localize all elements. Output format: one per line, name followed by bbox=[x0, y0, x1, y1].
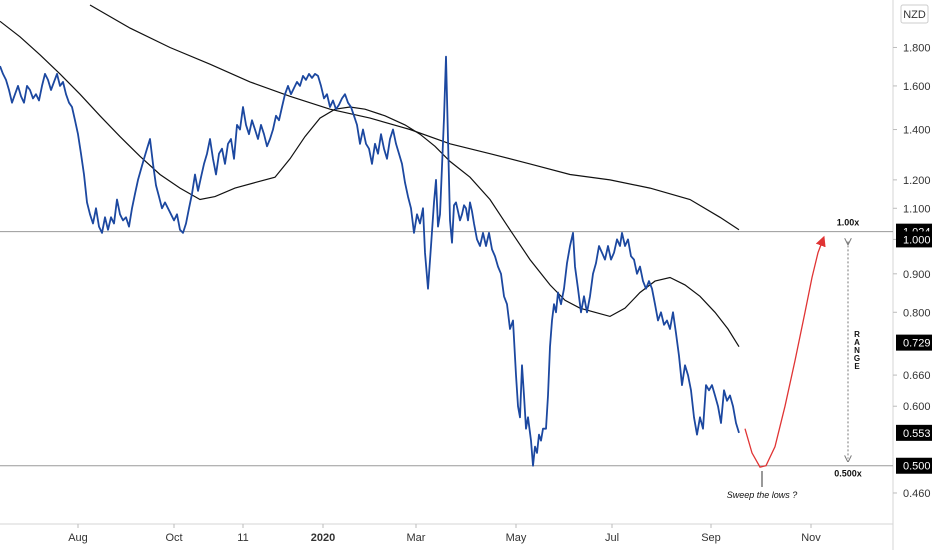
price-badge bbox=[896, 231, 932, 248]
range-letter: R bbox=[854, 330, 860, 339]
x-tick-label: Jul bbox=[605, 532, 619, 544]
x-tick-label: 11 bbox=[237, 532, 248, 544]
range-letter: N bbox=[854, 346, 860, 355]
range-letter: A bbox=[854, 338, 860, 347]
y-tick-label: 0.900 bbox=[903, 269, 931, 281]
x-tick-label: Oct bbox=[165, 532, 182, 544]
price-badge bbox=[896, 424, 932, 441]
level-annotation: 1.00x bbox=[837, 218, 860, 228]
currency-badge[interactable]: NZD bbox=[900, 4, 929, 24]
x-axis-ticks: Aug Oct 11 2020 Mar May Jul Sep Nov bbox=[68, 524, 821, 544]
y-tick-label: 1.100 bbox=[903, 203, 931, 215]
x-tick-label: May bbox=[506, 532, 527, 544]
range-letter: E bbox=[854, 362, 860, 371]
x-tick-label: Sep bbox=[701, 532, 721, 544]
sweep-the-lows-callout: Sweep the lows ? bbox=[727, 490, 798, 500]
y-tick-label: 0.460 bbox=[903, 488, 931, 500]
y-tick-label: 1.800 bbox=[903, 42, 931, 54]
price-badge-label: 0.729 bbox=[903, 338, 931, 350]
y-tick-label: 0.600 bbox=[903, 401, 931, 413]
y-axis-ticks: 1.800 1.600 1.400 1.200 1.100 1.000 0.900 0.800… bbox=[893, 42, 931, 500]
price-badge bbox=[896, 457, 932, 474]
x-tick-label: Mar bbox=[407, 532, 426, 544]
x-tick-label: 2020 bbox=[311, 532, 335, 544]
price-badge-label: 1.000 bbox=[903, 234, 931, 246]
y-tick-label: 1.600 bbox=[903, 81, 931, 93]
slow-moving-average-line bbox=[89, 4, 740, 231]
x-tick-label: Aug bbox=[68, 532, 88, 544]
projection-arrow bbox=[744, 235, 826, 468]
currency-label: NZD bbox=[903, 9, 926, 21]
price-badge-label: 0.553 bbox=[903, 428, 931, 440]
price-badge bbox=[896, 334, 932, 351]
price-line bbox=[0, 55, 740, 467]
price-badge-label: 0.500 bbox=[903, 461, 931, 473]
range-letter: G bbox=[854, 354, 860, 363]
horizontal-levels: 1.00x 0.500x bbox=[0, 218, 893, 479]
y-tick-label: 0.800 bbox=[903, 307, 931, 319]
y-tick-label: 1.400 bbox=[903, 125, 931, 137]
x-tick-label: Nov bbox=[801, 532, 821, 544]
level-annotation: 0.500x bbox=[834, 469, 862, 479]
y-tick-label: 0.660 bbox=[903, 370, 931, 382]
y-tick-label: 1.200 bbox=[903, 175, 931, 187]
